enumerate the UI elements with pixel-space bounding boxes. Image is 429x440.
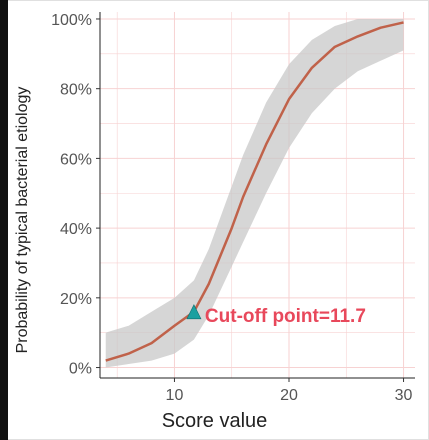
left-border-bar bbox=[0, 0, 8, 440]
cutoff-marker bbox=[186, 304, 202, 320]
y-tick-label: 20% bbox=[60, 291, 92, 308]
series-line bbox=[105, 21, 404, 362]
y-axis-label-text: Probability of typical bacterial etiolog… bbox=[14, 86, 31, 354]
y-tick-label: 40% bbox=[60, 221, 92, 238]
y-tick-label: 0% bbox=[69, 361, 92, 378]
x-tick-label: 30 bbox=[395, 387, 413, 404]
y-axis-label: Probability of typical bacterial etiolog… bbox=[12, 0, 34, 440]
x-tick-label: 10 bbox=[166, 387, 184, 404]
x-axis-label: Score value bbox=[161, 410, 268, 432]
y-tick-label: 60% bbox=[60, 151, 92, 168]
y-tick-label: 80% bbox=[60, 82, 92, 99]
y-tick-label: 100% bbox=[51, 12, 92, 29]
cutoff-label: Cut-off point=11.7 bbox=[205, 306, 366, 327]
x-tick-label: 20 bbox=[280, 387, 298, 404]
confidence-band bbox=[105, 18, 404, 368]
